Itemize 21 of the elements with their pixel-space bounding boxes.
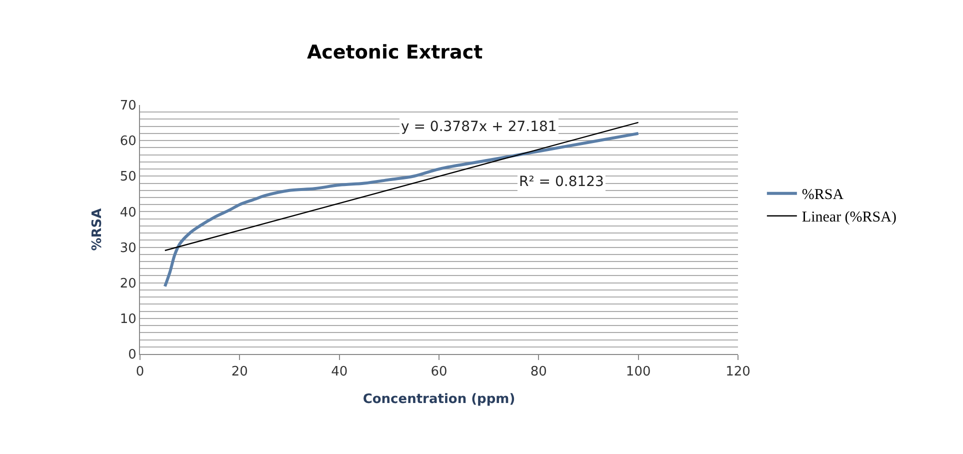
y-tick-label: 50 — [120, 170, 136, 185]
y-tick-label: 20 — [120, 276, 136, 292]
y-tick-label: 0 — [128, 348, 136, 363]
x-tick-label: 120 — [726, 364, 750, 380]
annotation: y = 0.3787x + 27.181 — [401, 119, 557, 135]
x-tick-label: 60 — [430, 364, 448, 380]
y-tick-label: 30 — [120, 240, 136, 256]
y-tick-label: 60 — [120, 134, 136, 150]
y-tick-label: 10 — [120, 312, 136, 327]
x-tick-label: 80 — [530, 364, 547, 380]
x-axis-title: Concentration (ppm) — [362, 392, 516, 408]
y-tick-label: 40 — [120, 205, 136, 220]
legend-label: %RSA — [802, 187, 844, 204]
x-tick-label: 20 — [231, 364, 248, 380]
x-tick-label: 40 — [331, 364, 348, 380]
legend-label: Linear (%RSA) — [802, 210, 896, 226]
annotation: R² = 0.8123 — [519, 174, 604, 190]
y-tick-label: 70 — [120, 98, 136, 114]
chart-title: Acetonic Extract — [306, 42, 483, 64]
x-tick-label: 100 — [626, 364, 651, 380]
y-axis-title: %RSA — [90, 208, 105, 251]
